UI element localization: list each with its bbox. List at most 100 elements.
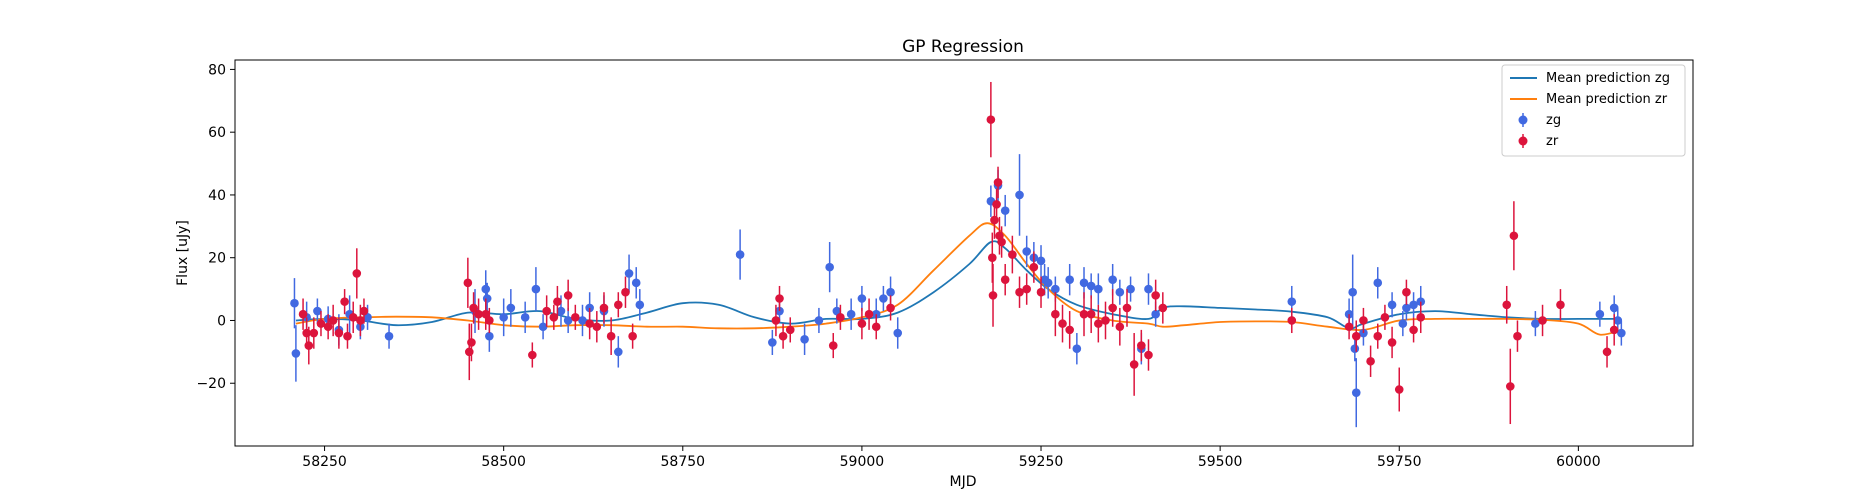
point-zr: [1079, 309, 1089, 319]
point-zr: [1086, 309, 1096, 319]
y-tick-label: 20: [208, 251, 226, 267]
point-zr: [348, 313, 358, 322]
point-zr: [988, 253, 997, 263]
point-zr: [1609, 325, 1619, 335]
point-zr: [1129, 360, 1139, 369]
point-zr: [542, 306, 551, 316]
y-axis: −20 0 20 40 60 80: [196, 62, 235, 392]
point-zg: [384, 331, 394, 341]
point-zr: [828, 341, 838, 350]
point-zr: [857, 319, 867, 328]
chart-title: GP Regression: [902, 37, 1024, 57]
point-zg: [1617, 328, 1626, 338]
point-zr: [1115, 322, 1125, 332]
x-tick-label: 59250: [1019, 454, 1064, 470]
point-zg: [363, 313, 372, 322]
y-tick-label: 0: [217, 313, 226, 329]
point-zg: [846, 309, 856, 319]
point-zr: [1556, 300, 1565, 310]
point-zr: [1394, 385, 1404, 394]
point-zg: [857, 294, 867, 303]
point-zg: [1108, 275, 1117, 284]
point-zr: [1158, 303, 1168, 313]
point-zr: [1101, 316, 1110, 325]
point-zr: [1513, 331, 1522, 341]
y-tick-label: 80: [208, 62, 226, 78]
point-zg: [1065, 275, 1074, 284]
point-zg: [893, 328, 903, 338]
x-tick-label: 58250: [302, 454, 347, 470]
legend-label-zr: zr: [1546, 134, 1559, 149]
point-zr: [1351, 331, 1361, 341]
point-zr: [606, 331, 616, 341]
point-zg: [499, 313, 508, 322]
point-zr: [1151, 291, 1160, 300]
point-zr: [993, 178, 1003, 187]
point-zr: [986, 115, 996, 124]
point-zr: [1538, 316, 1547, 325]
point-zr: [323, 322, 333, 332]
point-zr: [621, 287, 630, 297]
point-zr: [1015, 287, 1024, 297]
point-zg: [1348, 287, 1357, 297]
point-zr: [778, 331, 788, 341]
point-zr: [1036, 287, 1046, 297]
point-zg: [614, 347, 623, 357]
point-zg: [578, 316, 587, 325]
point-zr: [1387, 338, 1397, 347]
point-zg: [485, 331, 494, 341]
point-zr: [1509, 231, 1519, 241]
point-zr: [356, 316, 365, 325]
legend-label-mean-zr: Mean prediction zr: [1546, 92, 1668, 107]
point-zg: [768, 338, 777, 347]
point-zr: [988, 291, 998, 300]
point-zg: [1126, 284, 1135, 294]
point-zr: [343, 331, 352, 341]
y-tick-label: 40: [208, 188, 226, 204]
series-line-mean-zg: [295, 240, 1622, 330]
point-zr: [1359, 316, 1368, 325]
point-zg: [1115, 287, 1125, 297]
y-axis-label: Flux [uJy]: [175, 220, 191, 286]
point-zg: [520, 313, 530, 322]
point-zr: [1022, 284, 1031, 294]
point-zg: [1094, 284, 1103, 294]
point-zg: [1043, 278, 1053, 288]
point-zr: [485, 316, 494, 325]
point-zr: [585, 319, 594, 328]
point-zr: [334, 328, 344, 338]
point-zr: [469, 303, 478, 313]
point-zg: [1398, 319, 1408, 328]
point-zr: [467, 338, 476, 347]
point-zr: [1065, 325, 1074, 335]
point-zg: [291, 349, 301, 358]
point-zr: [1366, 356, 1375, 366]
point-zr: [1122, 303, 1132, 313]
point-zg: [1350, 344, 1360, 354]
point-zg: [814, 316, 824, 325]
point-zr: [1373, 331, 1383, 341]
legend: Mean prediction zg Mean prediction zr zg…: [1501, 64, 1686, 157]
point-zr: [463, 278, 473, 288]
point-zr: [474, 309, 483, 319]
point-zg: [1359, 328, 1368, 338]
axes-frame: [234, 59, 1694, 447]
x-axis-label: MJD: [950, 474, 977, 490]
point-zg: [624, 269, 634, 278]
legend-marker-zr: [1518, 136, 1528, 146]
point-zr: [775, 294, 784, 303]
point-zr: [836, 313, 845, 322]
point-zr: [1137, 341, 1146, 350]
point-zg: [886, 287, 895, 297]
point-zg: [775, 306, 784, 316]
point-zg: [538, 322, 548, 332]
point-zr: [997, 237, 1006, 247]
point-zr: [1008, 250, 1017, 259]
x-tick-label: 60000: [1556, 454, 1601, 470]
point-zg: [1000, 206, 1010, 215]
point-zg: [506, 303, 516, 313]
point-zr: [771, 316, 781, 325]
point-zg: [556, 306, 566, 316]
point-zr: [563, 291, 573, 300]
point-zr: [785, 325, 795, 335]
